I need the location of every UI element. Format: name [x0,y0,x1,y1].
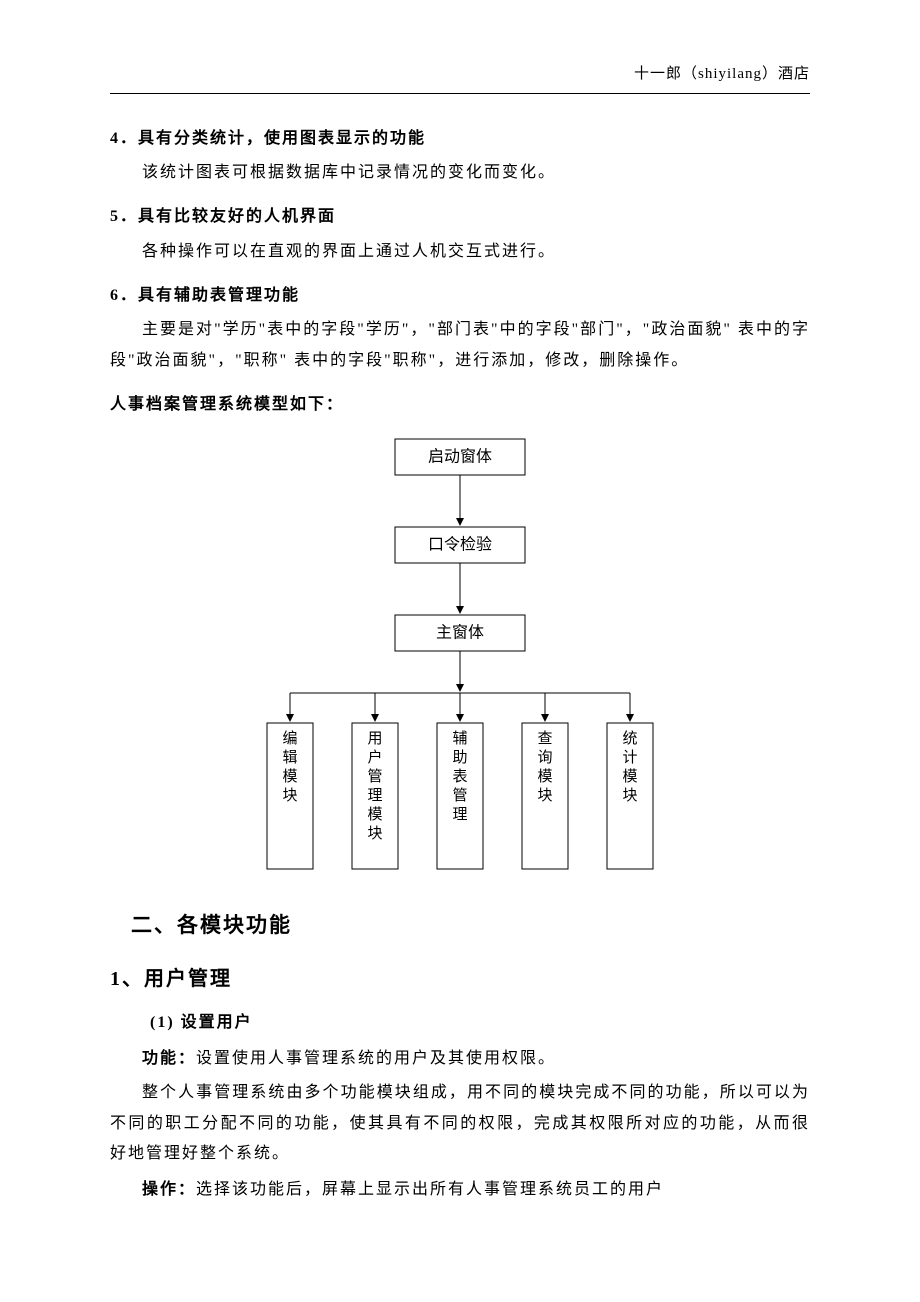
section-paragraph: 主要是对"学历"表中的字段"学历"，"部门表"中的字段"部门"，"政治面貌" 表… [110,315,810,376]
function-label: 功能： [142,1050,196,1067]
flowchart-container: 启动窗体口令检验主窗体编辑模块用户管理模块辅助表管理查询模块统计模块 [110,431,810,876]
flow-leaf-label: 辅 [452,730,467,747]
body-after-para: 整个人事管理系统由多个功能模块组成，用不同的模块完成不同的功能，所以可以为不同的… [110,1078,810,1169]
flow-leaf-label: 表 [452,768,467,785]
section-heading: 6．具有辅助表管理功能 [110,281,810,311]
flow-leaf-label: 编 [282,730,297,747]
flow-node-label: 主窗体 [436,623,484,641]
flow-leaf-label: 查 [537,730,552,747]
function-para: 功能：设置使用人事管理系统的用户及其使用权限。 [110,1044,810,1074]
heading-3: 1、用户管理 [110,960,810,998]
flow-leaf-label: 块 [282,787,297,804]
section-paragraph: 该统计图表可根据数据库中记录情况的变化而变化。 [110,158,810,188]
section-paragraph: 各种操作可以在直观的界面上通过人机交互式进行。 [110,237,810,267]
flow-leaf-label: 计 [622,749,637,766]
flowchart-svg: 启动窗体口令检验主窗体编辑模块用户管理模块辅助表管理查询模块统计模块 [190,431,730,876]
flow-leaf-label: 辑 [282,749,297,766]
flow-leaf-label: 理 [367,788,382,804]
section-heading: 4．具有分类统计，使用图表显示的功能 [110,124,810,154]
page-header: 十一郎（shiyilang）酒店 [110,60,810,94]
flow-leaf-label: 块 [367,825,382,842]
flow-leaf-label: 统 [622,730,637,747]
operation-para: 操作：选择该功能后，屏幕上显示出所有人事管理系统员工的用户 [110,1175,810,1205]
sections-container: 4．具有分类统计，使用图表显示的功能该统计图表可根据数据库中记录情况的变化而变化… [110,124,810,377]
section-heading: 5．具有比较友好的人机界面 [110,202,810,232]
flow-leaf-label: 管 [452,787,467,804]
flow-leaf-label: 模 [282,768,297,785]
flow-leaf-label: 户 [367,749,382,766]
flow-leaf-label: 模 [622,768,637,785]
operation-text: 选择该功能后，屏幕上显示出所有人事管理系统员工的用户 [196,1181,664,1198]
flow-leaf-label: 理 [452,807,467,823]
flow-node-label: 启动窗体 [428,447,492,465]
flow-leaf-label: 模 [537,768,552,785]
heading-2: 二、各模块功能 [131,906,810,946]
header-text: 十一郎（shiyilang）酒店 [634,66,810,82]
flow-leaf-label: 块 [622,787,637,804]
flow-leaf-label: 管 [367,768,382,785]
function-text: 设置使用人事管理系统的用户及其使用权限。 [196,1050,556,1067]
flow-leaf-label: 用 [367,731,382,747]
flow-leaf-label: 助 [452,749,467,766]
sub-item-1: (1) 设置用户 [150,1008,810,1038]
flow-leaf-label: 模 [367,806,382,823]
model-title: 人事档案管理系统模型如下： [110,390,810,420]
flow-leaf-label: 块 [537,787,552,804]
operation-label: 操作： [142,1181,196,1198]
flow-node-label: 口令检验 [428,535,492,553]
flow-leaf-label: 询 [537,749,552,766]
